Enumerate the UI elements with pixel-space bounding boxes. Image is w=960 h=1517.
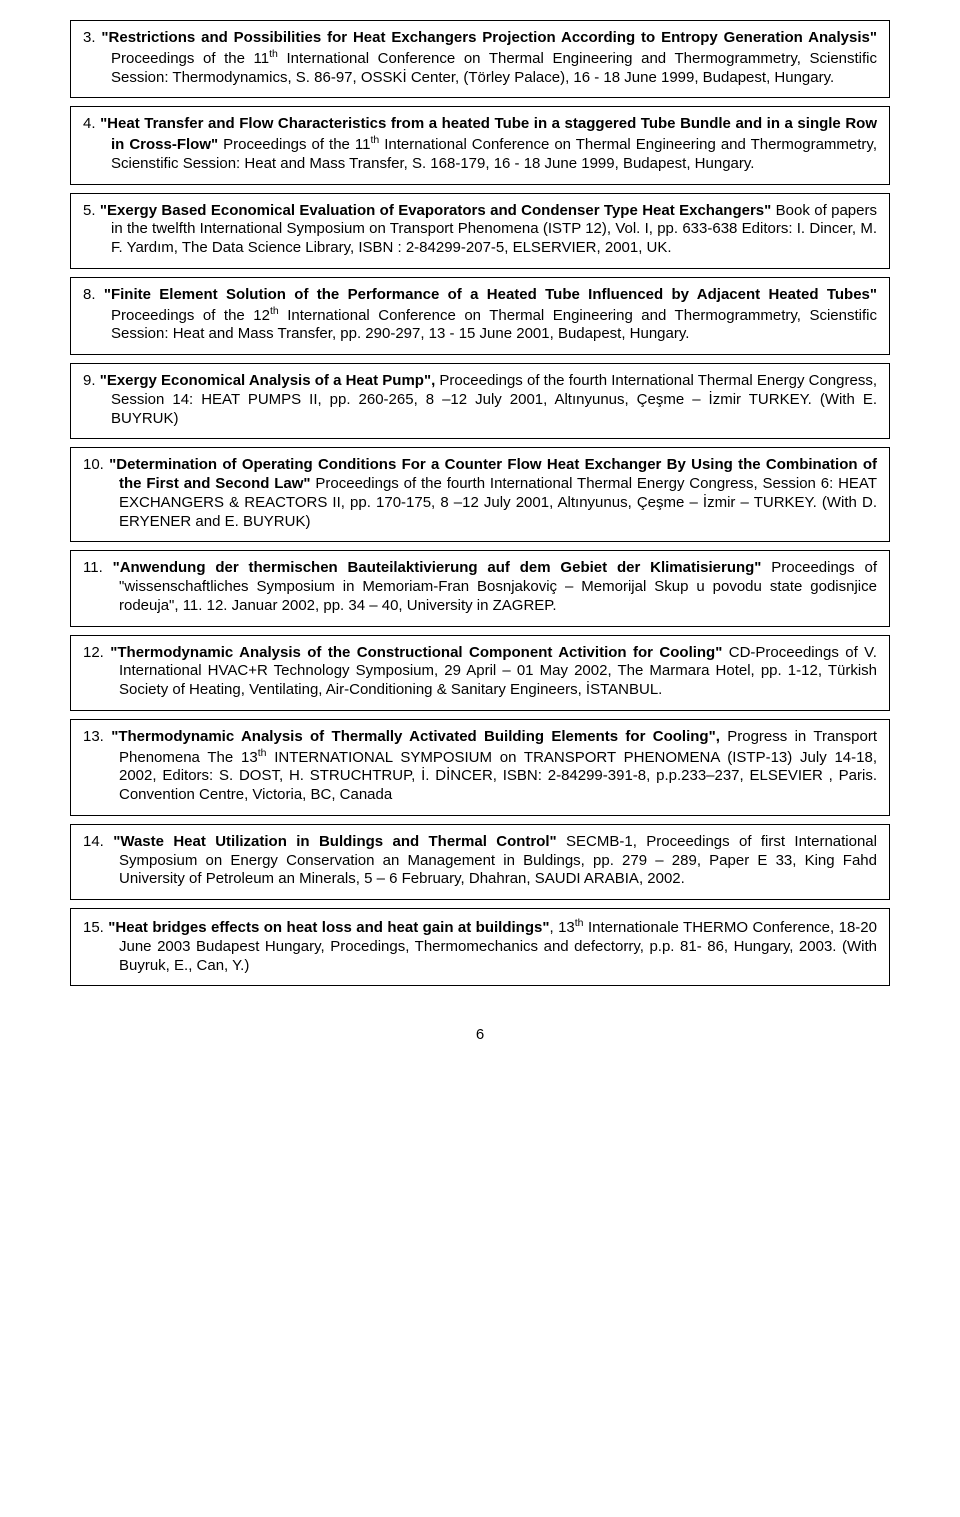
entry-title: "Exergy Based Economical Evaluation of E… [100, 202, 771, 219]
entry-title: "Heat bridges effects on heat loss and h… [108, 919, 549, 936]
entry-number: 4. [83, 115, 100, 132]
publication-entry: 9. "Exergy Economical Analysis of a Heat… [70, 363, 890, 439]
entry-number: 3. [83, 29, 101, 46]
entry-number: 8. [83, 286, 104, 303]
entry-number: 5. [83, 202, 100, 219]
ordinal-superscript: th [270, 305, 279, 317]
publication-entry: 4. "Heat Transfer and Flow Characteristi… [70, 106, 890, 184]
entry-details: Proceedings of the 11 [218, 136, 370, 153]
entry-number: 13. [83, 728, 111, 745]
publication-text: 12. "Thermodynamic Analysis of the Const… [83, 644, 877, 700]
entry-title: "Finite Element Solution of the Performa… [104, 286, 877, 303]
publication-text: 10. "Determination of Operating Conditio… [83, 456, 877, 531]
entry-details: Proceedings of the 12 [111, 307, 270, 324]
publication-entry: 15. "Heat bridges effects on heat loss a… [70, 908, 890, 986]
publication-entry: 12. "Thermodynamic Analysis of the Const… [70, 635, 890, 711]
ordinal-superscript: th [575, 917, 584, 929]
publication-text: 9. "Exergy Economical Analysis of a Heat… [83, 372, 877, 428]
entry-number: 14. [83, 833, 113, 850]
publication-entry: 14. "Waste Heat Utilization in Buldings … [70, 824, 890, 900]
entry-title: "Exergy Economical Analysis of a Heat Pu… [100, 372, 436, 389]
entry-title: "Waste Heat Utilization in Buldings and … [113, 833, 556, 850]
publication-entry: 11. "Anwendung der thermischen Bauteilak… [70, 550, 890, 626]
publication-text: 15. "Heat bridges effects on heat loss a… [83, 917, 877, 975]
publication-text: 11. "Anwendung der thermischen Bauteilak… [83, 559, 877, 615]
entry-title: "Thermodynamic Analysis of Thermally Act… [111, 728, 720, 745]
entry-number: 11. [83, 559, 113, 576]
publication-text: 3. "Restrictions and Possibilities for H… [83, 29, 877, 87]
entry-number: 10. [83, 456, 109, 473]
publication-entry: 5. "Exergy Based Economical Evaluation o… [70, 193, 890, 269]
entry-title: "Anwendung der thermischen Bauteilaktivi… [113, 559, 762, 576]
publication-entry: 8. "Finite Element Solution of the Perfo… [70, 277, 890, 355]
ordinal-superscript: th [269, 48, 278, 60]
publication-entry: 3. "Restrictions and Possibilities for H… [70, 20, 890, 98]
publication-text: 5. "Exergy Based Economical Evaluation o… [83, 202, 877, 258]
document-page: 3. "Restrictions and Possibilities for H… [0, 0, 960, 1063]
entries-list: 3. "Restrictions and Possibilities for H… [70, 20, 890, 986]
entry-details: , 13 [549, 919, 574, 936]
publication-entry: 10. "Determination of Operating Conditio… [70, 447, 890, 542]
entry-title: "Restrictions and Possibilities for Heat… [101, 29, 877, 46]
publication-text: 8. "Finite Element Solution of the Perfo… [83, 286, 877, 344]
page-number: 6 [70, 1026, 890, 1043]
entry-number: 9. [83, 372, 100, 389]
publication-text: 14. "Waste Heat Utilization in Buldings … [83, 833, 877, 889]
entry-number: 12. [83, 644, 110, 661]
entry-details: Proceedings of the 11 [111, 50, 269, 67]
entry-title: "Thermodynamic Analysis of the Construct… [110, 644, 722, 661]
publication-text: 13. "Thermodynamic Analysis of Thermally… [83, 728, 877, 805]
publication-text: 4. "Heat Transfer and Flow Characteristi… [83, 115, 877, 173]
publication-entry: 13. "Thermodynamic Analysis of Thermally… [70, 719, 890, 816]
ordinal-superscript: th [370, 134, 379, 146]
entry-number: 15. [83, 919, 108, 936]
